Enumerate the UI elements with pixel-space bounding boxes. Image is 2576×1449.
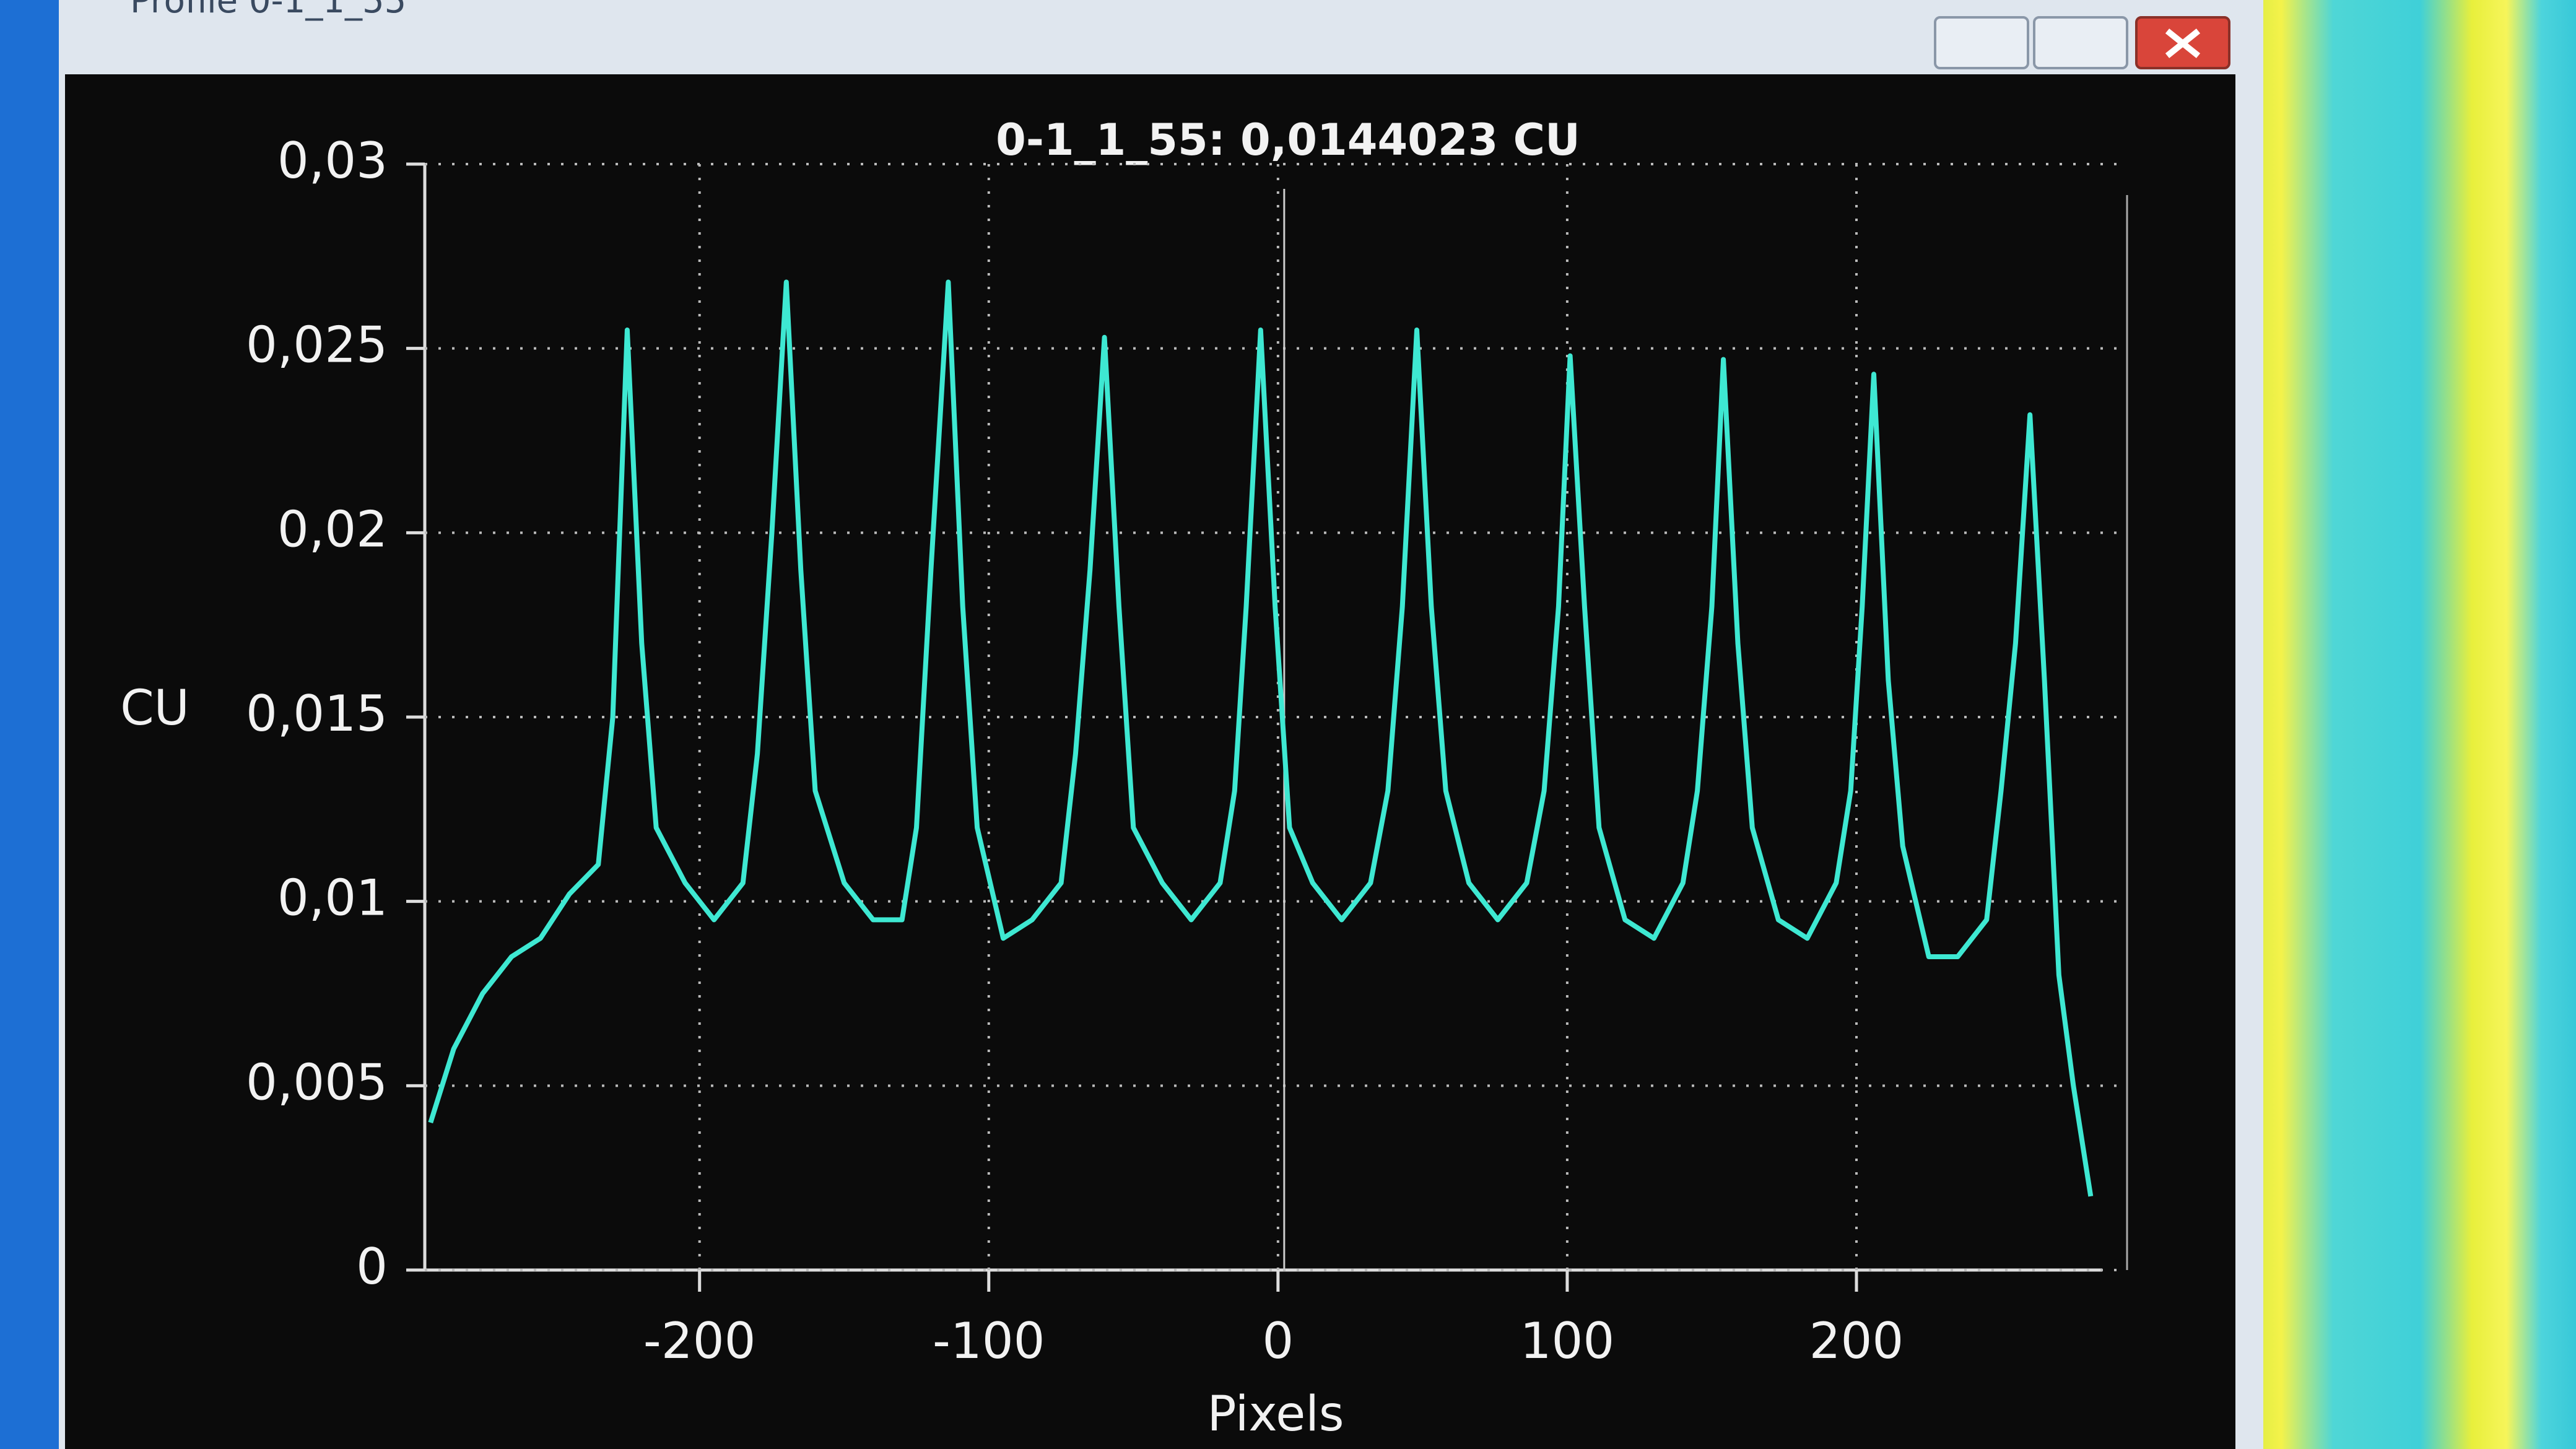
maximize-button[interactable] — [2033, 16, 2128, 69]
plot-panel — [65, 74, 2235, 1449]
y-tick-label: 0,005 — [246, 1053, 388, 1111]
x-tick-label: 200 — [1809, 1312, 1904, 1370]
y-tick-label: 0,025 — [246, 316, 388, 374]
y-tick-label: 0,015 — [246, 685, 388, 742]
close-icon — [2165, 28, 2201, 58]
y-tick-label: 0 — [356, 1238, 388, 1295]
desktop-right — [2229, 0, 2576, 1449]
x-tick-label: 100 — [1520, 1312, 1615, 1370]
y-axis-label: CU — [120, 681, 189, 736]
x-tick-label: -100 — [933, 1312, 1045, 1370]
x-axis-label: Pixels — [1207, 1386, 1344, 1442]
window-title: Profile 0-1_1_55 — [130, 0, 406, 21]
data-line — [428, 279, 2094, 1197]
x-tick-label: -200 — [643, 1312, 756, 1370]
y-tick-label: 0,02 — [277, 500, 388, 558]
y-tick-label: 0,01 — [277, 869, 388, 927]
chart: 0-1_1_55: 0,0144023 CU CU Pixels 0 0,005 0… — [120, 115, 2128, 1442]
y-tick-label: 0,03 — [277, 132, 388, 189]
x-tick-label: 0 — [1262, 1312, 1294, 1370]
chart-title: 0-1_1_55: 0,0144023 CU — [996, 115, 1580, 165]
minimize-button[interactable] — [1934, 16, 2029, 69]
